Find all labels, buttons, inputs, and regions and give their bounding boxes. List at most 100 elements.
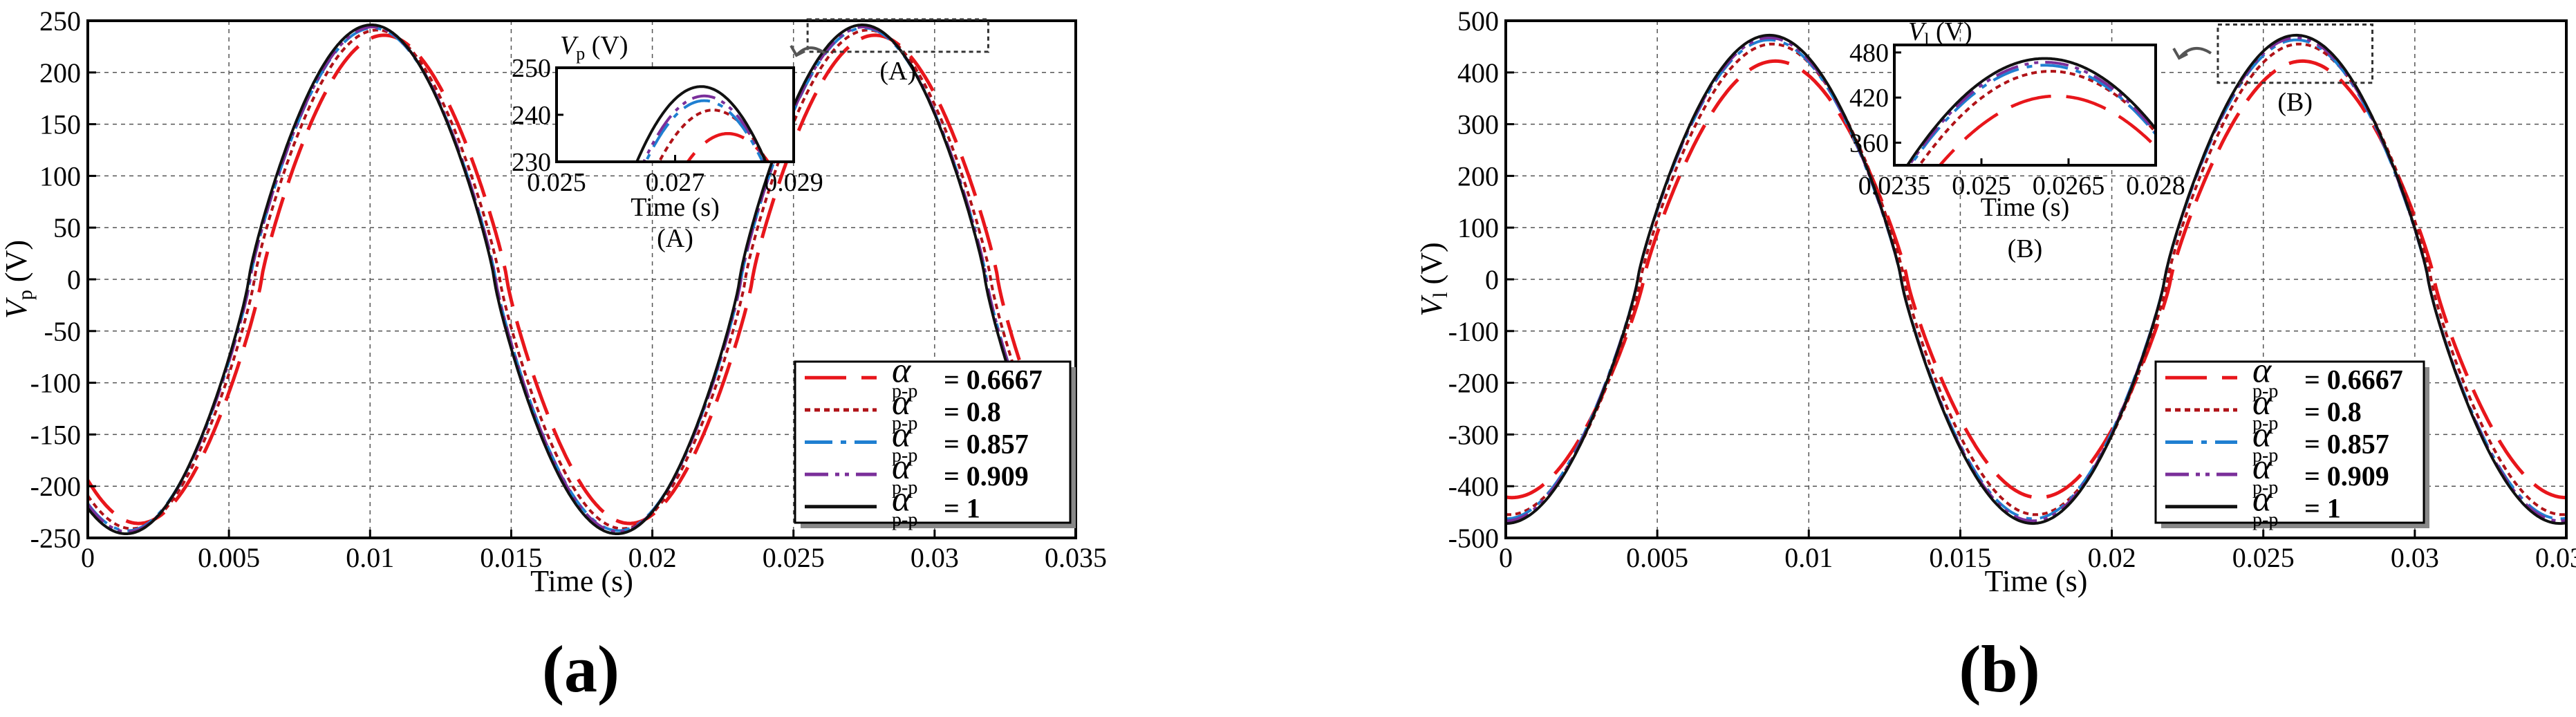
panel-b-series [1505,33,2567,525]
inset-y-axis-label: Vp (V) [560,31,628,64]
panel-b-y-axis-label-unit: (V) [1415,242,1448,292]
panel-a-y-axis-label: Vp (V) [0,240,37,319]
y-tick-label: 100 [1457,212,1499,243]
panel-a-zoom-region: (A) [790,18,989,86]
x-tick-label: 0.02 [2088,542,2136,573]
inset-series [1905,57,2156,165]
series-line-1 [86,28,1077,530]
legend-alpha-symbol-3: α [892,447,912,487]
legend-alpha-symbol-2: α [2252,416,2272,455]
legend-alpha-subscript-4: p-p [2252,510,2278,531]
x-tick-label: 0 [1499,542,1513,573]
legend-alpha-symbol-0: α [2252,351,2272,390]
inset-x-tick-label: 0.028 [2126,171,2185,201]
legend-value-label-1: = 0.8 [944,396,1001,427]
x-tick-label: 0.01 [1784,542,1833,573]
inset-series-line-1 [1917,70,2156,165]
panel-a-label: (a) [542,632,619,706]
legend-value-label-4: = 1 [2304,493,2341,524]
y-tick-label: -100 [30,368,81,399]
x-tick-label: 0.02 [628,542,677,573]
x-tick-label: 0.005 [198,542,260,573]
inset-x-axis-label: Time (s) [631,193,719,222]
legend-value-label-2: = 0.857 [944,429,1029,460]
inset-series-line-4 [635,85,767,162]
legend-alpha-subscript-1: p-p [2252,413,2278,434]
zoom-box-label: (A) [879,57,916,86]
series-line-1 [1505,42,2567,516]
inset-series-line-3 [1907,61,2156,165]
inset-series-line-2 [644,99,765,162]
y-tick-label: -50 [44,316,81,347]
legend-alpha-symbol-1: α [892,383,912,422]
inset-frame [1893,44,2157,167]
legend-box [2154,360,2425,524]
inset-caption: (B) [2008,234,2043,263]
panel-a-y-axis-label-symbol: V [0,297,33,319]
legend-value-label-1: = 0.8 [2304,396,2362,427]
x-tick-label: 0.025 [2232,542,2295,573]
panel-a-y-axis-label-unit: (V) [0,240,33,290]
legend-alpha-symbol-3: α [2252,447,2272,487]
y-tick-label: 50 [53,212,81,243]
x-tick-label: 0 [81,542,95,573]
x-tick-label: 0.03 [2391,542,2439,573]
zoom-box [2216,23,2373,84]
legend-alpha-subscript-2: p-p [892,445,917,467]
legend-alpha-subscript-1: p-p [892,413,917,434]
zoom-box-label: (B) [2277,88,2313,117]
legend-alpha-symbol-2: α [892,416,912,455]
inset-y-axis-label-symbol: V [560,31,579,60]
legend-alpha-subscript-3: p-p [892,477,917,499]
y-tick-label: -100 [1448,316,1499,347]
legend-alpha-symbol-1: α [2252,383,2272,422]
y-tick-label: -250 [30,523,81,554]
inset-y-axis-label-subscript: l [1924,30,1929,50]
series-line-0 [86,33,1078,525]
y-tick-label: 400 [1457,57,1499,89]
y-tick-label: -500 [1448,523,1499,554]
y-tick-label: 300 [1457,109,1499,140]
y-tick-label: 500 [1457,6,1499,37]
inset-y-tick-label: 360 [1849,129,1889,158]
panel-a-inset: 0.025 0.027 0.029 230 240 250 Vp (V) Time (s)(A… [512,31,823,253]
y-tick-label: 200 [1457,160,1499,192]
inset-x-tick-label: 0.0265 [2033,171,2105,201]
x-tick-label: 0.025 [763,542,825,573]
y-tick-label: 100 [39,160,81,192]
x-tick-label: 0.015 [480,542,542,573]
legend-alpha-subscript-0: p-p [2252,380,2278,402]
panel-b-y-axis-label-subscript: l [1429,292,1452,297]
inset-y-tick-label: 480 [1849,39,1889,68]
panel-a-label-letter: a [564,632,597,706]
y-tick-label: -400 [1448,471,1499,502]
legend-value-label-2: = 0.857 [2304,429,2389,460]
inset-series-line-0 [1938,94,2156,165]
legend-alpha-subscript-3: p-p [2252,477,2278,499]
legend-value-label-3: = 0.909 [2304,460,2389,492]
y-tick-label: -200 [1448,368,1499,399]
inset-y-axis-label-subscript: p [576,44,585,64]
inset-y-axis-label-unit: (V) [1929,17,1972,46]
inset-y-tick-label: 420 [1849,84,1889,113]
inset-y-axis-label-symbol: V [1908,17,1927,46]
inset-series [635,85,770,162]
inset-y-tick-label: 250 [512,54,551,83]
inset-y-axis-label: Vl (V) [1908,17,1972,50]
inset-x-tick-label: 0.0235 [1858,171,1931,201]
inset-caption: (A) [657,224,693,253]
inset-y-axis-label-unit: (V) [585,31,628,60]
series-line-4 [86,24,1077,535]
panel-b-ticks: 0 0.005 0.01 0.015 0.02 0.025 0.03 0.035 -500 -40… [1448,6,2576,573]
panel-a-y-axis-label-subscript: p [14,290,37,300]
x-tick-label: 0.03 [911,542,959,573]
panel-b-label-letter: b [1981,632,2017,706]
legend-alpha-symbol-4: α [2252,480,2272,519]
inset-x-axis-label: Time (s) [1981,193,2069,222]
panel-a-series [86,24,1078,535]
inset-x-tick-label: 0.029 [764,168,823,197]
x-tick-label: 0.035 [2535,542,2576,573]
inset-series-line-2 [1909,64,2156,165]
